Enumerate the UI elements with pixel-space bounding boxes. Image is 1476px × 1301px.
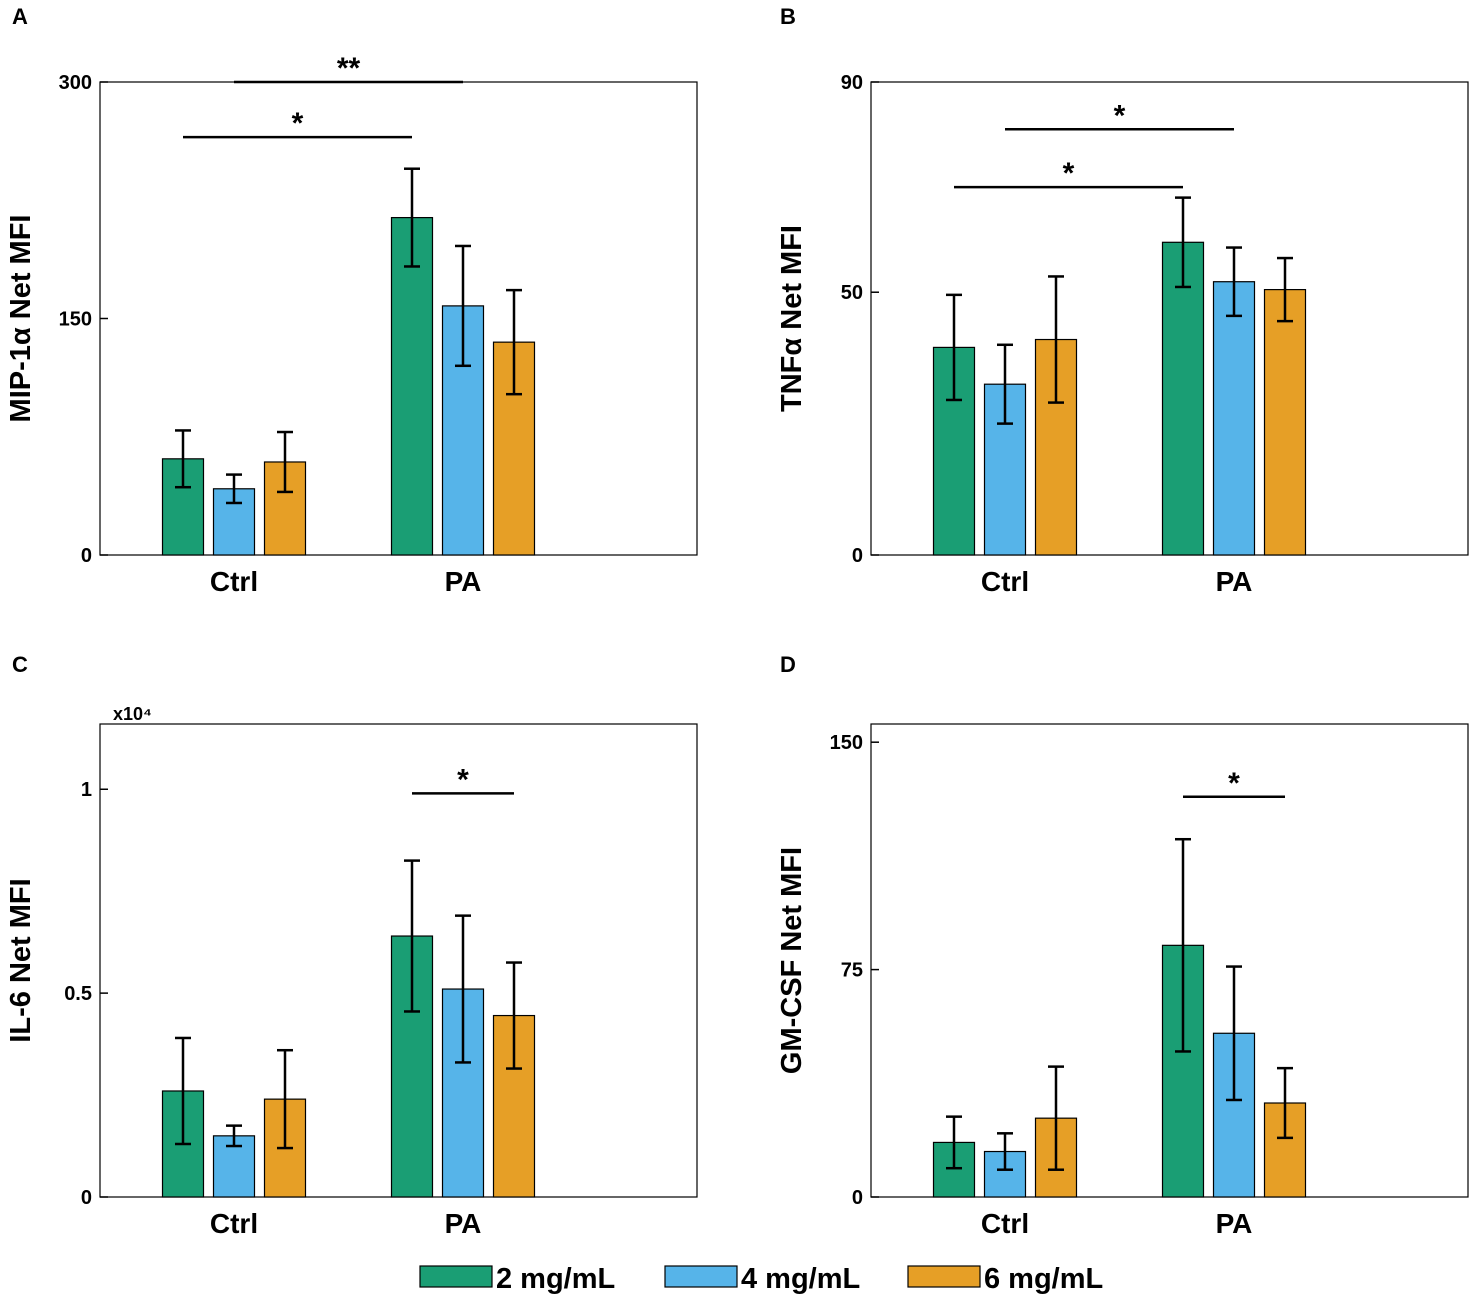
x-category-label: PA [445, 566, 482, 597]
panel-letter: C [12, 652, 28, 677]
bar-6-mg-ml-pa [1263, 288, 1307, 556]
y-axis-title: GM-CSF Net MFI [776, 847, 808, 1074]
x-category-label: Ctrl [210, 566, 258, 597]
axis-multiplier: x10⁴ [113, 704, 152, 724]
significance-label: * [1228, 767, 1240, 800]
y-tick-label: 0.5 [64, 983, 92, 1005]
x-category-label: Ctrl [981, 566, 1029, 597]
y-tick-label: 1 [81, 779, 92, 801]
significance-label: * [292, 107, 304, 140]
panel-letter: A [12, 4, 28, 29]
legend-swatch [664, 1265, 738, 1288]
y-tick-label: 0 [852, 1187, 863, 1209]
y-tick-label: 50 [841, 282, 863, 304]
y-tick-label: 75 [841, 960, 863, 982]
legend-label: 6 mg/mL [984, 1263, 1103, 1295]
y-tick-label: 90 [841, 72, 863, 94]
x-category-label: PA [1216, 566, 1253, 597]
y-axis-title: MIP-1α Net MFI [5, 215, 37, 423]
x-category-label: PA [445, 1208, 482, 1239]
significance-label: ** [337, 52, 361, 85]
y-tick-label: 0 [81, 1187, 92, 1209]
significance-label: * [457, 763, 469, 796]
bar-2-mg-ml-pa [390, 216, 434, 556]
significance-label: * [1114, 99, 1126, 132]
x-category-label: PA [1216, 1208, 1253, 1239]
y-tick-label: 0 [81, 545, 92, 567]
panel-d: D 0 75 150 GM-CSF Net MFI Ctrl PA * [776, 652, 1469, 1239]
legend-swatch [907, 1265, 981, 1288]
panel-c: C 0 0.5 1 x10⁴ IL-6 Net MFI Ctrl PA * [5, 652, 698, 1239]
y-tick-label: 300 [59, 72, 92, 94]
y-axis-title: TNFα Net MFI [776, 225, 808, 412]
legend: 2 mg/mL 4 mg/mL 6 mg/mL [419, 1263, 1103, 1295]
bar-2-mg-ml-pa [1161, 241, 1205, 556]
y-tick-label: 150 [830, 732, 863, 754]
panel-letter: B [780, 4, 796, 29]
x-category-label: Ctrl [210, 1208, 258, 1239]
y-axis-title: IL-6 Net MFI [5, 878, 37, 1042]
panel-b: B 0 50 90 TNFα Net MFI Ctrl PA * * [776, 4, 1469, 597]
panel-letter: D [780, 652, 796, 677]
bar-4-mg-ml-pa [1212, 281, 1256, 556]
y-tick-label: 0 [852, 545, 863, 567]
y-tick-label: 150 [59, 309, 92, 331]
bar-2-mg-ml-pa [1161, 944, 1205, 1198]
legend-swatch [419, 1265, 493, 1288]
legend-label: 4 mg/mL [741, 1263, 860, 1295]
significance-label: * [1063, 157, 1075, 190]
legend-label: 2 mg/mL [496, 1263, 615, 1295]
x-category-label: Ctrl [981, 1208, 1029, 1239]
